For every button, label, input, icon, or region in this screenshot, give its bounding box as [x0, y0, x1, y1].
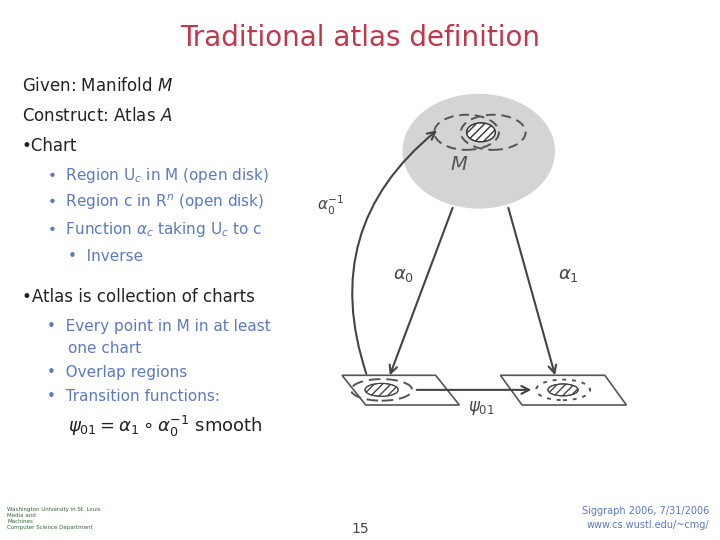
- Text: •  Inverse: • Inverse: [68, 249, 143, 264]
- Ellipse shape: [467, 123, 495, 141]
- Text: Siggraph 2006, 7/31/2006
www.cs.wustl.edu/~cmg/: Siggraph 2006, 7/31/2006 www.cs.wustl.ed…: [582, 507, 709, 530]
- Text: •  Region c in R$^n$ (open disk): • Region c in R$^n$ (open disk): [47, 193, 264, 212]
- Text: •Chart: •Chart: [22, 137, 77, 155]
- Text: Given: Manifold $M$: Given: Manifold $M$: [22, 77, 173, 96]
- Text: Construct: Atlas $A$: Construct: Atlas $A$: [22, 107, 172, 125]
- Text: $\psi_{01} = \alpha_1 \circ \alpha_0^{-1}$ smooth: $\psi_{01} = \alpha_1 \circ \alpha_0^{-1…: [68, 414, 263, 439]
- Text: Washington University in St. Louis
Media and
Machines
Computer Science Departmen: Washington University in St. Louis Media…: [7, 507, 101, 530]
- Polygon shape: [342, 375, 459, 405]
- Text: $\alpha_0^{-1}$: $\alpha_0^{-1}$: [318, 194, 345, 217]
- Text: •  Region U$_c$ in M (open disk): • Region U$_c$ in M (open disk): [47, 166, 269, 185]
- Text: $\psi_{01}$: $\psi_{01}$: [467, 399, 495, 417]
- Text: 15: 15: [351, 522, 369, 536]
- Text: •Atlas is collection of charts: •Atlas is collection of charts: [22, 288, 254, 306]
- Text: Traditional atlas definition: Traditional atlas definition: [180, 24, 540, 52]
- Text: •  Function $\alpha_c$ taking U$_c$ to c: • Function $\alpha_c$ taking U$_c$ to c: [47, 220, 262, 239]
- Circle shape: [403, 94, 554, 208]
- Text: $\alpha_0$: $\alpha_0$: [392, 266, 414, 285]
- Text: $\alpha_1$: $\alpha_1$: [559, 266, 579, 285]
- Text: •  Every point in M in at least: • Every point in M in at least: [47, 319, 271, 334]
- Text: one chart: one chart: [68, 341, 142, 356]
- Text: •  Overlap regions: • Overlap regions: [47, 365, 187, 380]
- Text: M: M: [451, 155, 468, 174]
- Polygon shape: [500, 375, 626, 405]
- Ellipse shape: [548, 384, 578, 396]
- Ellipse shape: [365, 383, 398, 396]
- Text: •  Transition functions:: • Transition functions:: [47, 389, 220, 404]
